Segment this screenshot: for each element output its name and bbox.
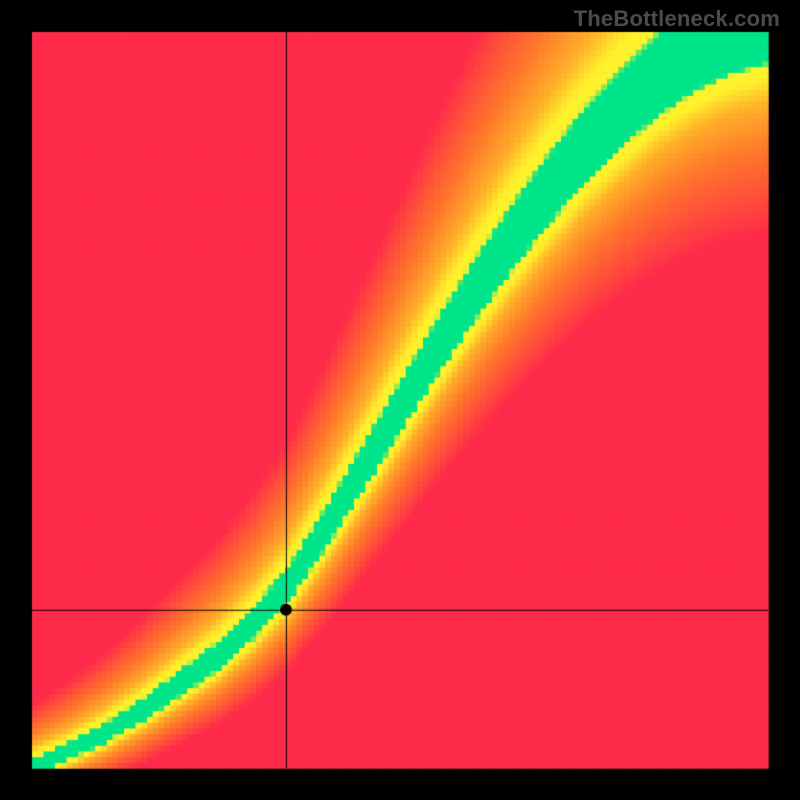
bottleneck-heatmap [0, 0, 800, 800]
attribution-text: TheBottleneck.com [574, 6, 780, 32]
